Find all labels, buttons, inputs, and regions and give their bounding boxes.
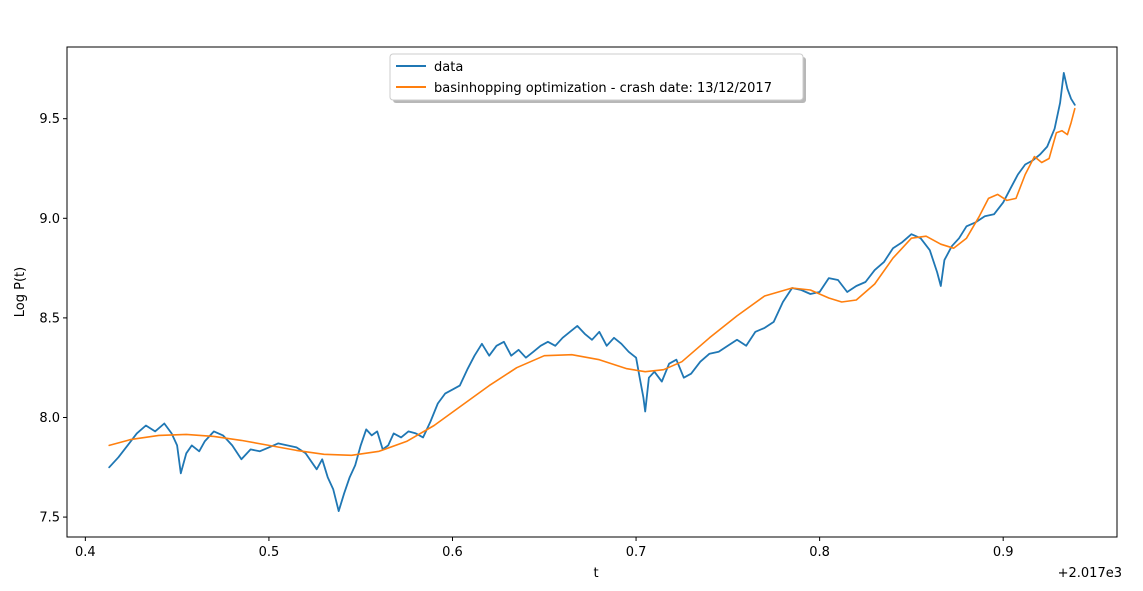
- y-tick-label: 8.5: [39, 311, 60, 326]
- y-tick-label: 9.0: [39, 212, 60, 227]
- y-axis: 7.5 8.0 8.5 9.0 9.5: [39, 112, 67, 526]
- x-tick-label: 0.5: [259, 545, 280, 560]
- x-axis-offset-label: +2.017e3: [1058, 566, 1122, 581]
- y-tick-label: 7.5: [39, 511, 60, 526]
- legend-label-data: data: [434, 60, 463, 75]
- x-tick-label: 0.7: [626, 545, 647, 560]
- y-axis-label: Log P(t): [13, 267, 28, 317]
- y-tick-label: 8.0: [39, 411, 60, 426]
- legend-label-fit: basinhopping optimization - crash date: …: [434, 81, 772, 96]
- legend: data basinhopping optimization - crash d…: [389, 53, 806, 103]
- x-tick-label: 0.8: [809, 545, 830, 560]
- x-tick-label: 0.4: [75, 545, 96, 560]
- x-tick-label: 0.6: [442, 545, 463, 560]
- x-axis: 0.4 0.5 0.6 0.7 0.8 0.9: [75, 537, 1014, 560]
- x-tick-label: 0.9: [993, 545, 1014, 560]
- series-layer: [108, 72, 1076, 512]
- y-tick-label: 9.5: [39, 112, 60, 127]
- x-axis-label: t: [593, 566, 598, 581]
- series-line-fit: [108, 107, 1076, 457]
- plot-frame: [66, 46, 1118, 538]
- series-line-data: [108, 72, 1076, 512]
- legend-box: [389, 53, 804, 101]
